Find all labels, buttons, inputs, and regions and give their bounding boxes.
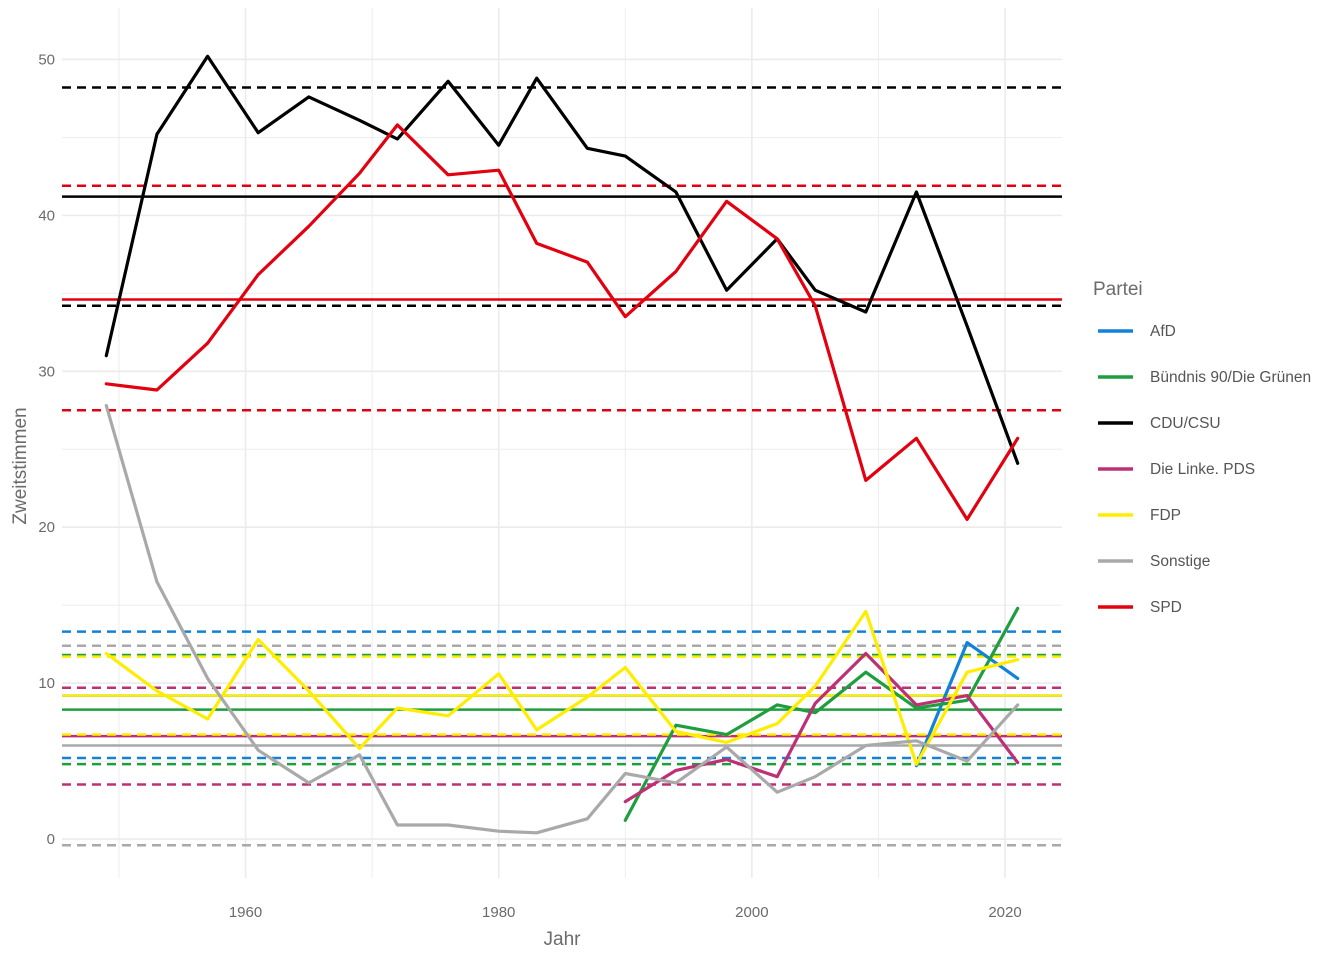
legend-label: Die Linke. PDS (1150, 461, 1255, 478)
series-line-b-ndnis-90-die-gr-nen (623, 606, 1020, 822)
legend-item: FDP (1098, 507, 1181, 524)
series-line-fdp (104, 609, 1020, 766)
series-line-sonstige (104, 404, 1020, 835)
y-tick-label: 30 (38, 363, 55, 380)
y-axis-title: Zweitstimmen (10, 407, 31, 524)
legend-item: Die Linke. PDS (1098, 461, 1255, 478)
legend: Partei AfD Bündnis 90/Die Grünen CDU/CSU Di… (1093, 279, 1311, 616)
y-tick-label: 40 (38, 207, 55, 224)
legend-item: SPD (1098, 599, 1182, 616)
legend-label: Sonstige (1150, 553, 1210, 570)
legend-label: CDU/CSU (1150, 415, 1221, 432)
y-tick-label: 10 (38, 675, 55, 692)
series-line-die-linke-pds (623, 651, 1020, 804)
legend-label: Bündnis 90/Die Grünen (1150, 369, 1311, 386)
y-tick-label: 0 (47, 831, 55, 848)
x-tick-label: 1960 (229, 904, 262, 921)
x-axis-tick-labels: 1960 1980 2000 2020 (229, 904, 1022, 921)
series-lines (104, 54, 1020, 835)
x-tick-label: 2020 (988, 904, 1021, 921)
x-tick-label: 2000 (735, 904, 768, 921)
legend-label: AfD (1150, 323, 1176, 340)
series-line-afd (914, 640, 1020, 768)
legend-label: FDP (1150, 507, 1181, 524)
y-tick-label: 20 (38, 519, 55, 536)
series-line-cdu-csu (104, 54, 1020, 465)
legend-item: CDU/CSU (1098, 415, 1221, 432)
legend-label: SPD (1150, 599, 1182, 616)
legend-title: Partei (1093, 279, 1143, 300)
y-axis-tick-labels: 0 10 20 30 40 50 (38, 51, 55, 848)
y-tick-label: 50 (38, 51, 55, 68)
series-line-spd (104, 123, 1020, 522)
legend-item: AfD (1098, 323, 1176, 340)
legend-item: Bündnis 90/Die Grünen (1098, 369, 1311, 386)
x-tick-label: 1980 (482, 904, 515, 921)
x-axis-title: Jahr (544, 929, 582, 950)
legend-item: Sonstige (1098, 553, 1210, 570)
